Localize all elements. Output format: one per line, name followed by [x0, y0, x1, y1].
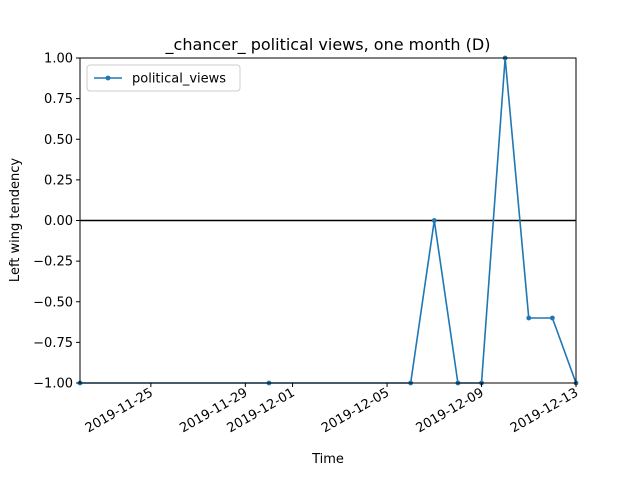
x-tick-label: 2019-12-09	[414, 385, 487, 436]
x-tick-label: 2019-11-25	[83, 385, 156, 436]
chart-title: _chancer_ political views, one month (D)	[165, 35, 491, 55]
y-tick-label: −0.50	[33, 295, 73, 310]
data-point	[526, 315, 532, 321]
y-tick-label: −1.00	[33, 377, 73, 392]
legend-box	[86, 64, 241, 92]
y-tick-label: 0.25	[44, 173, 73, 188]
y-tick-label: −0.75	[33, 336, 73, 351]
y-tick-label: −0.25	[33, 255, 73, 270]
plot-area: −1.00 −0.75 −0.50 −0.25 0.00 0.25 0.50 0.75 1.00…	[33, 52, 581, 437]
y-tick-label: 1.00	[44, 52, 73, 67]
data-point	[431, 218, 437, 223]
y-tick-label: 0.75	[44, 92, 73, 107]
x-tick-label: 2019-12-05	[319, 385, 392, 436]
data-point	[549, 315, 555, 321]
y-tick-label: 0.00	[44, 214, 73, 229]
y-tick-label: 0.50	[44, 133, 73, 148]
legend-marker	[105, 75, 111, 81]
legend-label: political_views	[132, 72, 226, 87]
y-axis-label: Left wing tendency	[8, 158, 23, 282]
x-tick-label: 2019-12-13	[508, 385, 581, 436]
x-axis-label: Time	[311, 452, 344, 467]
